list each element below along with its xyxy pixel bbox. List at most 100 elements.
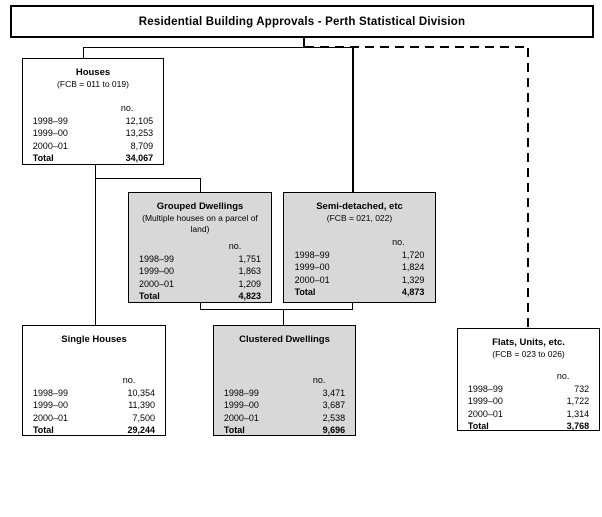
year-value: 1,863 <box>238 266 262 276</box>
year-label: 1999–00 <box>294 262 330 272</box>
unit-label: no. <box>120 103 134 113</box>
unit-row: no. <box>33 374 155 387</box>
total-value: 34,067 <box>125 153 154 163</box>
flats-units-stats: no. 1998–99 732 1999–00 1,722 2000–01 1,… <box>468 370 589 433</box>
year-label: 2000–01 <box>223 412 259 423</box>
year-value: 1,329 <box>401 274 425 285</box>
year-value: 13,253 <box>125 128 154 138</box>
clustered-dwellings-box: Clustered Dwellings no. 1998–99 3,471 19… <box>213 325 356 436</box>
single-houses-box: Single Houses no. 1998–99 10,354 1999–00… <box>22 325 166 436</box>
clustered-dwellings-stats: no. 1998–99 3,471 1999–00 3,687 2000–01 … <box>224 374 345 437</box>
diagram-title: Residential Building Approvals - Perth S… <box>138 15 466 28</box>
year-label: 1999–00 <box>223 400 259 410</box>
total-row: Total 4,873 <box>295 286 425 299</box>
year-label: 1998–99 <box>467 383 503 394</box>
year-value: 8,709 <box>130 140 154 151</box>
year-label: 2000–01 <box>294 274 330 285</box>
total-value: 29,244 <box>127 425 156 435</box>
connector-dashed-horizontal <box>305 46 528 48</box>
connector-clustered-drop <box>283 309 284 326</box>
total-label: Total <box>32 153 54 163</box>
total-value: 4,873 <box>401 287 425 297</box>
stat-row: 1999–00 1,824 <box>295 261 425 274</box>
year-value: 1,209 <box>238 278 262 289</box>
stat-row: 1999–00 1,863 <box>139 265 261 278</box>
year-label: 2000–01 <box>32 140 68 151</box>
semi-detached-stats: no. 1998–99 1,720 1999–00 1,824 2000–01 … <box>295 236 425 299</box>
connector-semi-bottom-drop <box>352 303 353 310</box>
year-value: 732 <box>574 383 590 394</box>
year-label: 2000–01 <box>138 278 174 289</box>
semi-detached-box: Semi-detached, etc (FCB = 021, 022) no. … <box>283 192 436 303</box>
total-row: Total 29,244 <box>33 424 155 437</box>
year-label: 1998–99 <box>32 115 68 126</box>
year-value: 3,687 <box>322 400 346 410</box>
stat-row: 1998–99 1,751 <box>139 253 261 266</box>
stat-row: 1998–99 12,105 <box>33 115 153 128</box>
unit-label: no. <box>312 375 326 385</box>
flats-units-box: Flats, Units, etc. (FCB = 023 to 026) no… <box>457 328 600 431</box>
grouped-dwellings-title: Grouped Dwellings <box>156 201 244 212</box>
single-houses-title: Single Houses <box>61 334 127 345</box>
year-label: 2000–01 <box>467 408 503 419</box>
total-value: 9,696 <box>322 425 346 435</box>
unit-row: no. <box>139 240 261 253</box>
stat-row: 1998–99 3,471 <box>224 387 345 400</box>
connector-grouped-branch-drop <box>200 178 201 192</box>
total-row: Total 4,823 <box>139 290 261 303</box>
connector-houses-drop <box>83 47 84 58</box>
year-value: 1,824 <box>401 262 425 272</box>
total-label: Total <box>467 421 489 431</box>
stat-row: 2000–01 1,314 <box>468 408 589 421</box>
connector-grouped-branch-horizontal <box>95 178 201 179</box>
houses-stats: no. 1998–99 12,105 1999–00 13,253 2000–0… <box>33 102 153 165</box>
year-label: 2000–01 <box>32 412 68 423</box>
year-value: 1,720 <box>401 249 425 260</box>
year-label: 1998–99 <box>138 253 174 264</box>
year-label: 1998–99 <box>294 249 330 260</box>
year-value: 1,314 <box>566 408 590 419</box>
grouped-dwellings-stats: no. 1998–99 1,751 1999–00 1,863 2000–01 … <box>139 240 261 303</box>
unit-label: no. <box>122 375 136 385</box>
total-label: Total <box>223 425 245 435</box>
houses-title: Houses <box>75 67 111 78</box>
total-value: 4,823 <box>238 291 262 301</box>
diagram-title-box: Residential Building Approvals - Perth S… <box>10 5 594 38</box>
stat-row: 1999–00 13,253 <box>33 127 153 140</box>
year-label: 1998–99 <box>32 387 68 398</box>
connector-houses-bottom-drop <box>95 165 96 325</box>
year-value: 1,751 <box>238 253 262 264</box>
unit-label: no. <box>228 241 242 251</box>
total-value: 3,768 <box>566 421 590 431</box>
connector-bottom-horizontal <box>200 309 353 310</box>
grouped-dwellings-subtitle: (Multiple houses on a parcel of land) <box>142 213 258 234</box>
stat-row: 1998–99 1,720 <box>295 249 425 262</box>
year-value: 2,538 <box>322 412 346 423</box>
semi-detached-title: Semi-detached, etc <box>316 201 403 212</box>
grouped-dwellings-box: Grouped Dwellings (Multiple houses on a … <box>128 192 272 303</box>
unit-row: no. <box>33 102 153 115</box>
total-row: Total 3,768 <box>468 420 589 433</box>
year-label: 1999–00 <box>32 128 68 138</box>
year-label: 1999–00 <box>467 396 503 406</box>
connector-title-drop <box>303 38 305 48</box>
unit-label: no. <box>556 371 570 381</box>
stat-row: 2000–01 2,538 <box>224 412 345 425</box>
stat-row: 2000–01 1,209 <box>139 278 261 291</box>
connector-grouped-bottom-drop <box>200 303 201 310</box>
year-value: 10,354 <box>127 387 156 398</box>
single-houses-stats: no. 1998–99 10,354 1999–00 11,390 2000–0… <box>33 374 155 437</box>
stat-row: 1999–00 3,687 <box>224 399 345 412</box>
clustered-dwellings-title: Clustered Dwellings <box>239 334 330 345</box>
year-value: 11,390 <box>128 400 156 410</box>
year-value: 7,500 <box>132 412 156 423</box>
flats-units-title: Flats, Units, etc. <box>492 337 565 348</box>
houses-subtitle: (FCB = 011 to 019) <box>57 79 129 89</box>
year-value: 12,105 <box>125 115 154 126</box>
stat-row: 2000–01 1,329 <box>295 274 425 287</box>
stat-row: 2000–01 7,500 <box>33 412 155 425</box>
houses-box: Houses (FCB = 011 to 019) no. 1998–99 12… <box>22 58 164 165</box>
stat-row: 1999–00 1,722 <box>468 395 589 408</box>
year-value: 3,471 <box>322 387 346 398</box>
